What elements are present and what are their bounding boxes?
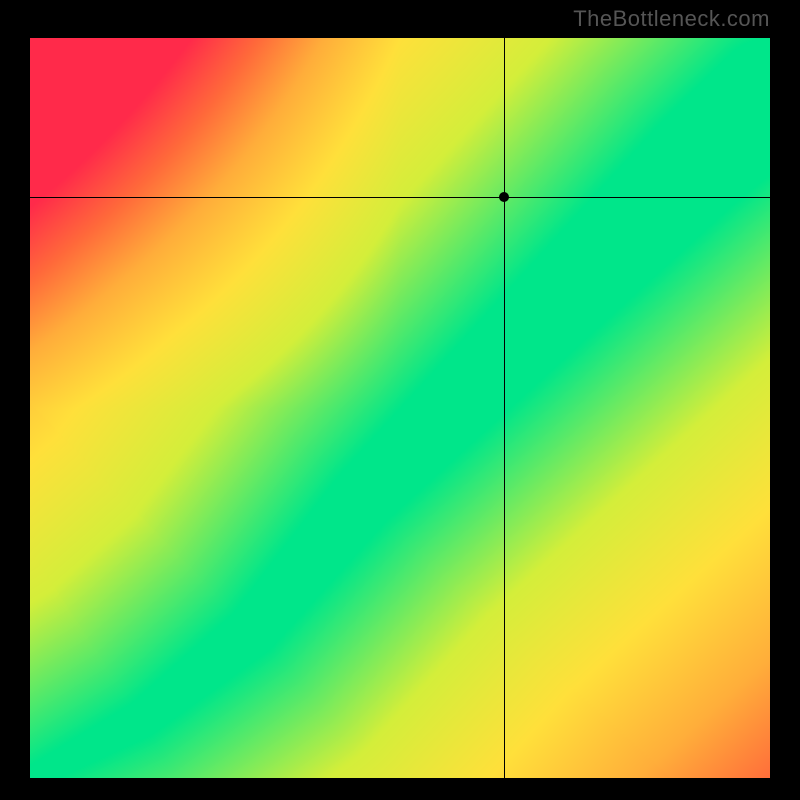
crosshair-horizontal	[30, 197, 770, 198]
plot-area	[30, 38, 770, 778]
watermark-text: TheBottleneck.com	[573, 6, 770, 32]
crosshair-marker	[499, 192, 509, 202]
crosshair-vertical	[504, 38, 505, 778]
heatmap-canvas	[30, 38, 770, 778]
